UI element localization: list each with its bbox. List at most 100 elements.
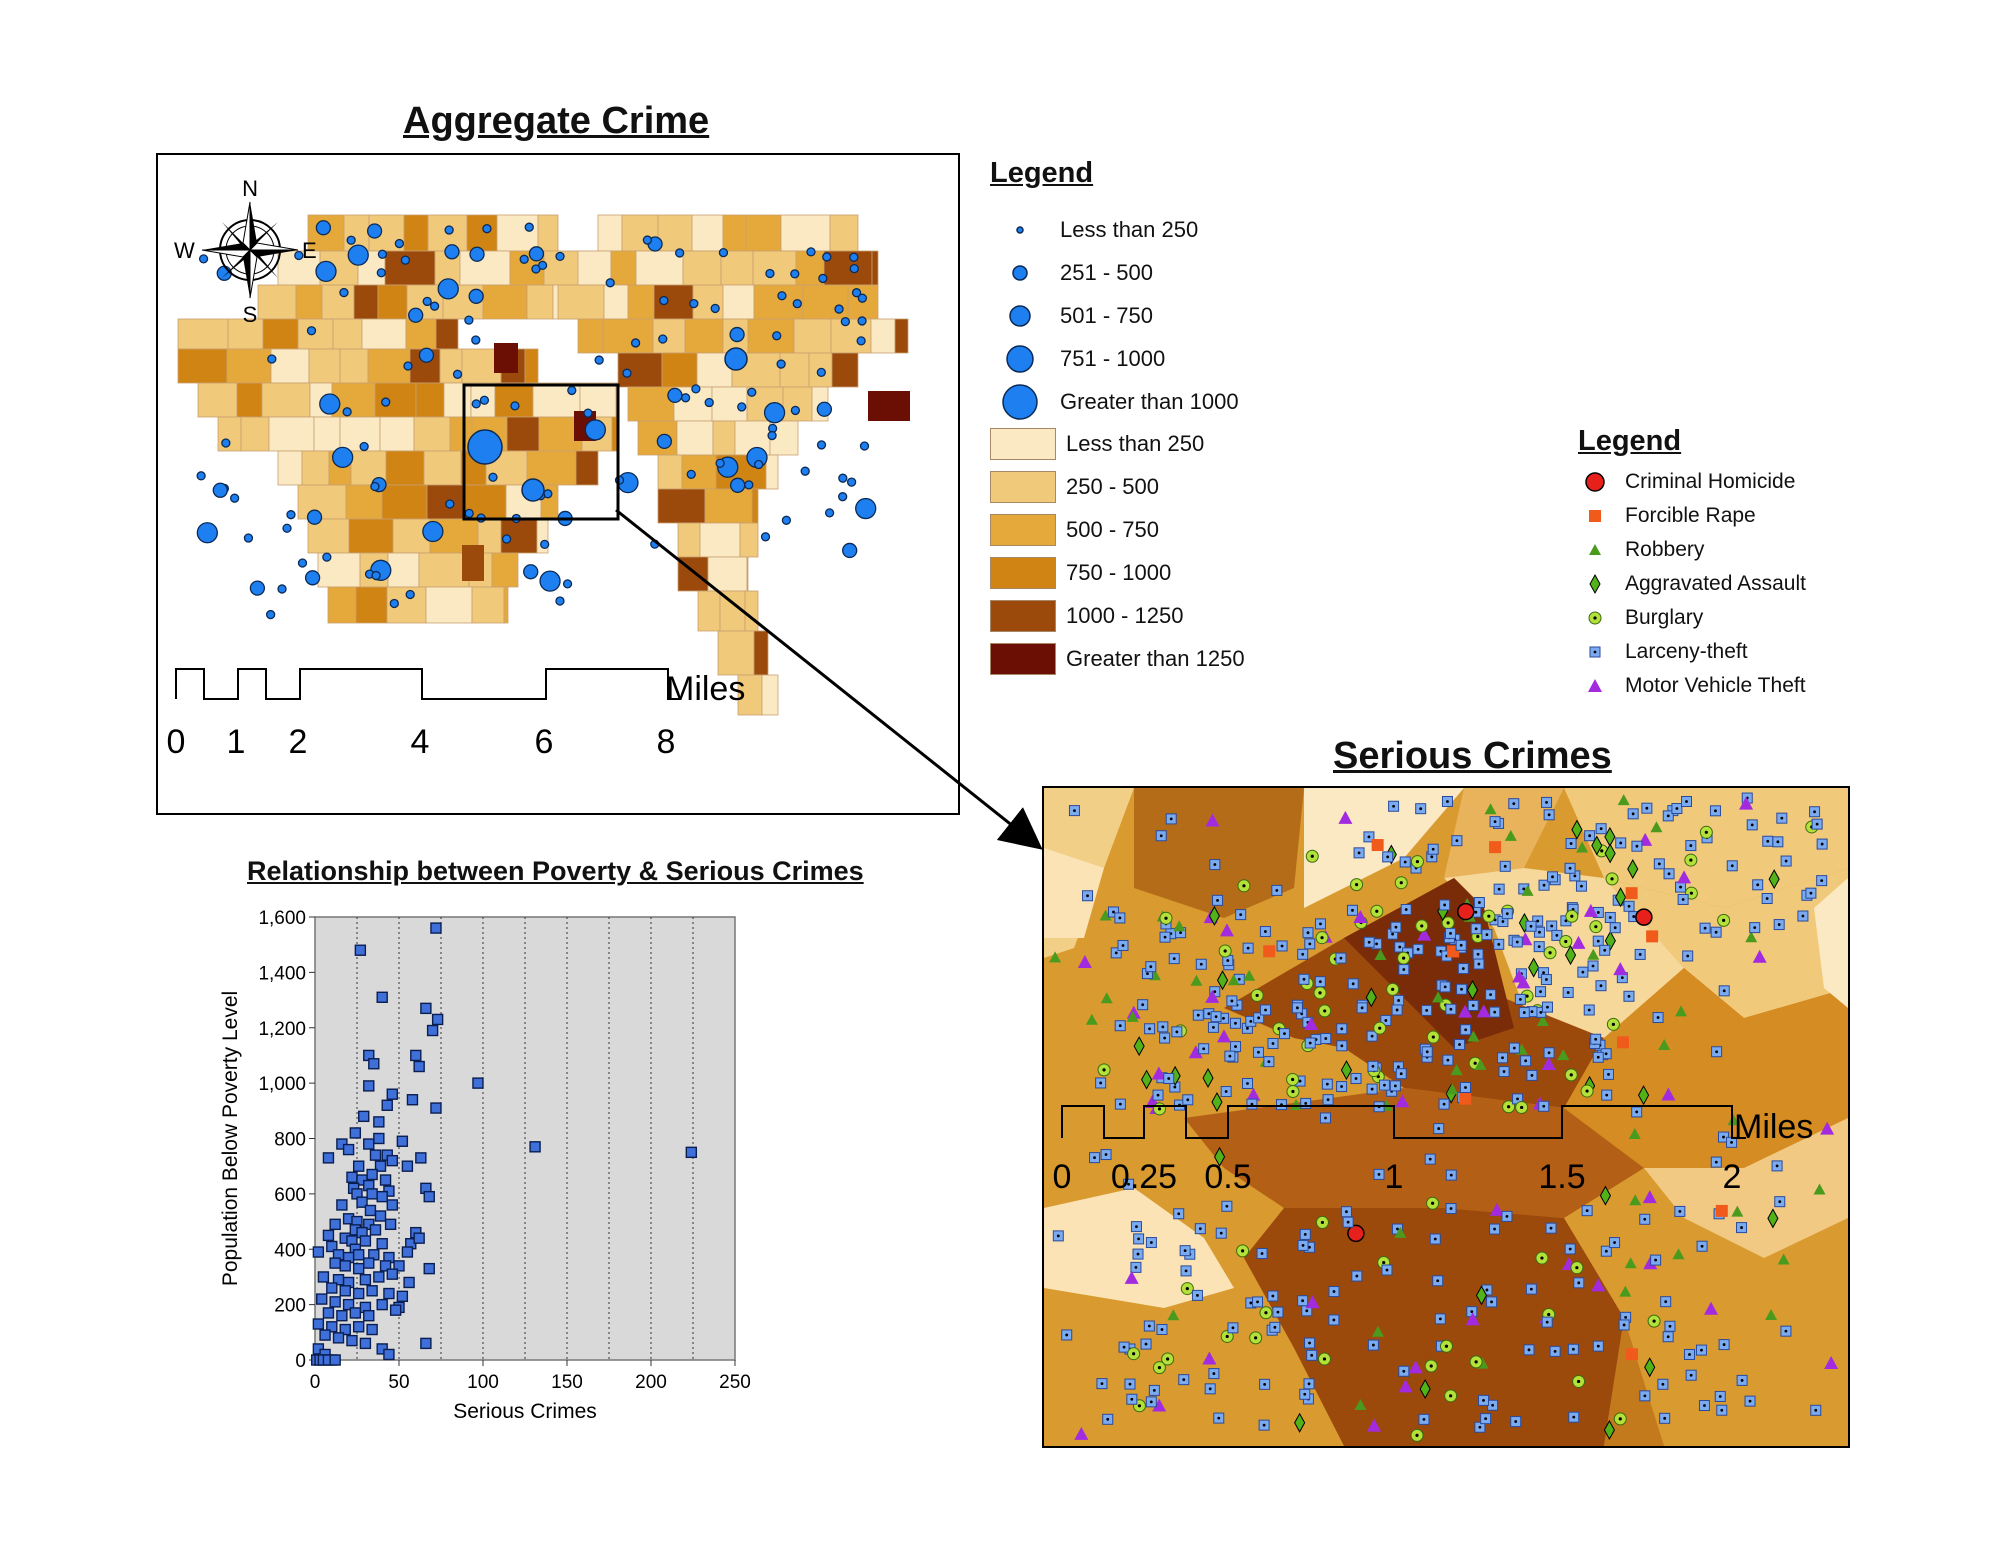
blue-square-point <box>1599 944 1611 956</box>
blue-square-point <box>1685 840 1697 852</box>
green-triangle-point <box>1484 803 1497 815</box>
scatter-point <box>376 1298 388 1311</box>
tract-polygon <box>720 250 754 286</box>
lime-circle-point <box>1439 1339 1453 1353</box>
blue-square-point <box>1434 1313 1446 1325</box>
x-tick-label: 100 <box>467 1372 499 1393</box>
scale-tick-label: 6 <box>535 723 554 761</box>
green-triangle-point <box>1371 1325 1384 1337</box>
tract-polygon <box>385 450 425 486</box>
blue-square-point <box>1478 1394 1490 1406</box>
blue-square-point <box>1298 973 1310 985</box>
blue-square-point <box>1538 1100 1550 1112</box>
poverty-crime-scatter-chart: 0 50 100 150 200 250 0 200 400 600 800 1,000 1,200 1,… <box>219 908 751 1423</box>
blue-square-point <box>1508 1042 1520 1054</box>
blue-square-point <box>1300 1097 1312 1109</box>
blue-square-point <box>1650 1254 1662 1266</box>
crime-count-circle <box>857 316 867 326</box>
tract-polygon <box>177 348 228 384</box>
lime-circle-point <box>1559 935 1573 949</box>
blue-square-point <box>1549 1345 1561 1357</box>
blue-square-point <box>1501 908 1513 920</box>
blue-square-point <box>1780 1325 1792 1337</box>
blue-square-point <box>1445 927 1457 939</box>
x-tick-label: 150 <box>551 1372 583 1393</box>
scale-unit-label: Miles <box>666 670 745 708</box>
legend-label: 750 - 1000 <box>1066 560 1172 585</box>
green-triangle-point <box>1672 1248 1685 1260</box>
crime-count-circle <box>838 473 848 483</box>
blue-square-point <box>1114 1098 1126 1110</box>
blue-square-point <box>1321 1078 1333 1090</box>
tract-polygon <box>321 284 355 320</box>
legend-label: 501 - 750 <box>1060 303 1153 328</box>
blue-square-point <box>1695 1344 1707 1356</box>
scatter-point <box>376 1238 388 1250</box>
compass-s-label: S <box>243 302 258 327</box>
crime-count-circle <box>381 397 391 407</box>
purple-triangle-point <box>1458 1004 1473 1018</box>
blue-square-point <box>1771 1160 1783 1172</box>
legend-crime-item: Motor Vehicle Theft <box>1575 674 1806 698</box>
scatter-point <box>369 1149 382 1161</box>
blue-square-point <box>1533 941 1545 953</box>
scatter-point <box>342 1298 355 1311</box>
legend-label: 500 - 750 <box>1066 517 1159 542</box>
tract-polygon <box>482 284 528 320</box>
blue-square-point <box>1210 1011 1222 1023</box>
green-triangle-point <box>1675 1005 1688 1017</box>
scatter-point <box>389 1304 402 1316</box>
crime-count-circle <box>730 477 746 493</box>
blue-square-point <box>1209 859 1221 871</box>
blue-square-point <box>1191 1289 1203 1301</box>
tract-polygon <box>381 484 428 520</box>
green-triangle-point <box>1354 1398 1367 1410</box>
aggregate-crime-map[interactable]: N S E W Miles 0 1 2 4 6 8 <box>156 153 960 815</box>
blue-square-point <box>1398 1365 1410 1377</box>
crime-circles <box>196 220 877 620</box>
lime-circle-point <box>1220 1329 1234 1343</box>
blue-square-point <box>1564 862 1576 874</box>
blue-square-point <box>1382 851 1394 863</box>
orange-square-point <box>1646 930 1659 943</box>
crime-count-circle <box>267 354 277 364</box>
blue-square-point <box>1130 1261 1142 1273</box>
lime-circle-point <box>1410 1428 1424 1442</box>
blue-square-point <box>1276 940 1288 952</box>
tract-polygon <box>405 318 437 350</box>
crime-count-circle <box>196 471 206 481</box>
tract-polygon <box>747 318 795 354</box>
blue-square-point <box>1095 1077 1107 1089</box>
tract-polygon <box>868 391 910 421</box>
blue-square-point <box>1773 919 1785 931</box>
tract-polygon <box>377 284 408 320</box>
tract-polygon <box>297 484 347 520</box>
blue-square-point <box>1497 1052 1509 1064</box>
serious-crimes-map[interactable]: Miles 0 0.25 0.5 1 1.5 2 <box>1042 786 1850 1448</box>
crime-count-circle <box>471 399 481 409</box>
compass-rose-icon: N S E W <box>174 176 317 327</box>
crime-count-circle <box>704 397 714 408</box>
crime-count-circle <box>537 260 548 271</box>
blue-square-point <box>1227 1322 1239 1334</box>
scatter-point <box>322 1307 335 1319</box>
legend-label: Forcible Rape <box>1625 504 1756 527</box>
tract-polygon <box>657 488 706 524</box>
crime-count-circle <box>816 440 827 450</box>
crime-count-circle <box>849 263 859 274</box>
scatter-point <box>312 1318 325 1330</box>
blue-square-point <box>1366 1083 1378 1095</box>
green-triangle-point <box>1167 1309 1180 1321</box>
green-triangle-point <box>1624 1257 1637 1269</box>
aggregate-legend-title: Legend <box>990 157 1094 189</box>
purple-triangle-point <box>1353 909 1368 923</box>
blue-square-point <box>1340 1206 1352 1218</box>
red-circle-point <box>1457 902 1475 921</box>
blue-square-point <box>1538 879 1550 891</box>
blue-square-point <box>1595 823 1607 835</box>
scatter-point <box>317 1271 330 1283</box>
scatter-point <box>329 1218 341 1231</box>
scatter-point <box>373 1271 385 1283</box>
blue-square-point <box>1816 875 1828 887</box>
tract-polygon <box>761 674 779 716</box>
